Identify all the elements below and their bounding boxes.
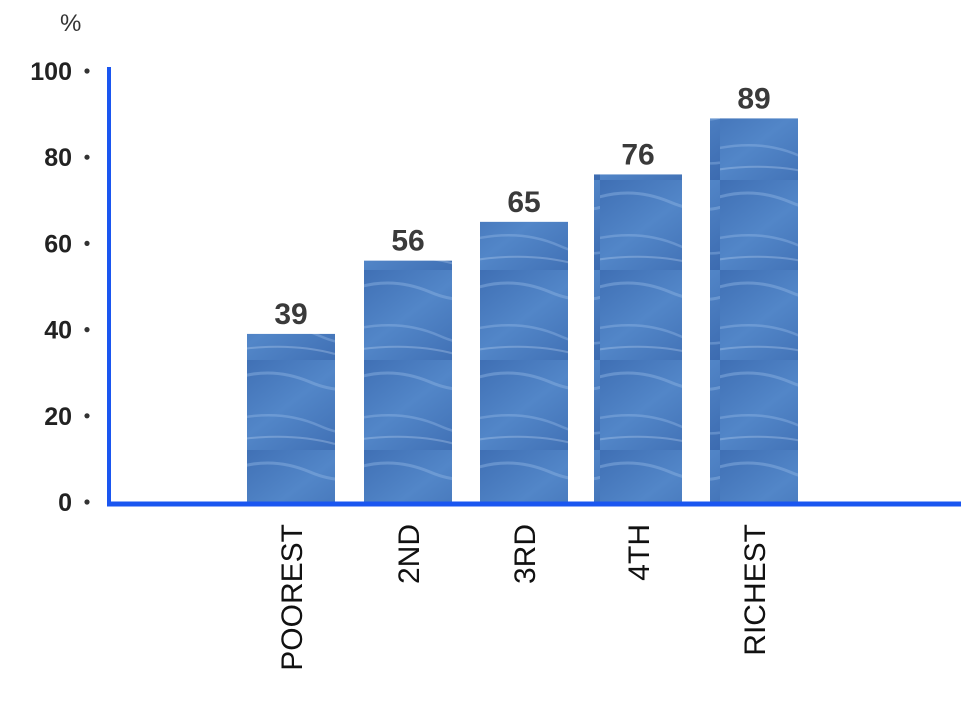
y-tick-label: 40 <box>44 317 72 345</box>
bar-value-label: 39 <box>274 298 307 331</box>
y-tick-layer: 0 20 40 60 80 100 <box>30 58 90 517</box>
bar-value-label: 76 <box>621 138 654 171</box>
x-category-label: RICHEST <box>739 524 772 656</box>
y-tick-label: 80 <box>44 144 72 172</box>
bar-2nd <box>364 260 452 502</box>
y-tick-label: 100 <box>30 58 72 86</box>
bar-3rd <box>480 221 568 502</box>
category-label-layer: POOREST 2ND 3RD 4TH RICHEST <box>276 524 772 671</box>
y-tick-mark <box>84 499 90 505</box>
y-tick-mark <box>84 327 90 333</box>
bar-value-label: 56 <box>391 225 424 258</box>
bar-richest <box>710 118 798 502</box>
y-tick-mark <box>84 240 90 246</box>
x-category-label: 4TH <box>623 524 656 581</box>
bar-layer <box>247 118 798 502</box>
y-tick-label: 0 <box>58 489 72 517</box>
x-category-label: 3RD <box>509 524 542 584</box>
value-label-layer: 39 56 65 76 89 <box>274 82 770 331</box>
y-tick-mark <box>84 154 90 160</box>
bar-value-label: 65 <box>507 186 540 219</box>
x-category-label: POOREST <box>276 524 309 671</box>
y-tick-mark <box>84 68 90 74</box>
unit-layer: % <box>60 10 81 37</box>
axis-layer <box>107 67 961 507</box>
bar-value-label: 89 <box>737 82 770 115</box>
y-tick-label: 20 <box>44 403 72 431</box>
y-tick-label: 60 <box>44 230 72 258</box>
y-tick-mark <box>84 413 90 419</box>
bar-poorest <box>247 333 335 502</box>
x-category-label: 2ND <box>393 524 426 584</box>
bar-4th <box>594 174 682 502</box>
y-axis-unit-label: % <box>60 10 81 37</box>
